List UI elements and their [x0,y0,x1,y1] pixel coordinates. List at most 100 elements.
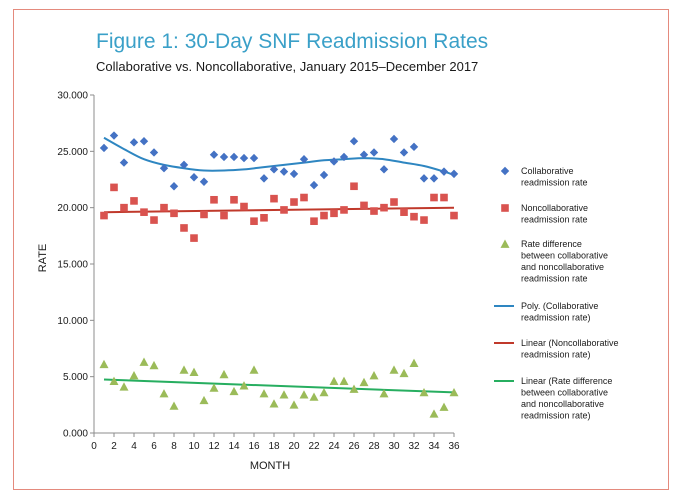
data-point [370,207,378,215]
data-point [130,197,138,205]
data-point [309,180,319,190]
data-point [289,400,299,409]
data-point [350,182,358,191]
data-point [349,136,359,146]
trendline-0 [103,136,455,176]
x-tick-label: 22 [308,441,320,452]
data-point [229,152,239,162]
data-point [119,382,129,391]
data-point [240,202,248,211]
data-point [309,392,319,401]
series-2 [99,357,459,418]
legend-label: Linear (Noncollaborative [521,338,619,348]
data-point [160,203,168,212]
data-point [410,212,418,221]
legend-item: Collaborative readmission rate [500,166,588,188]
data-point [139,357,149,366]
x-tick-label: 2 [111,441,117,452]
data-point [150,216,158,224]
data-point [369,148,379,157]
data-point [219,152,229,162]
legend-item: Poly. (Collaborative readmission rate) [494,301,598,323]
data-point [180,224,188,232]
data-point [349,384,359,393]
data-point [269,399,279,408]
data-point [159,389,169,398]
data-point [359,377,369,387]
data-point [359,150,369,159]
legend-label: Noncollaborative [521,203,588,213]
data-point [439,167,449,176]
data-point [289,169,299,179]
data-point [299,155,309,164]
legend-label: readmission rate [521,274,588,284]
legend-label: readmission rate) [521,411,591,421]
x-tick-label: 20 [288,441,300,452]
data-point [319,170,329,180]
x-tick-label: 34 [428,441,440,452]
data-point [179,160,189,170]
data-point [169,182,179,191]
data-point [169,401,179,410]
data-point [400,208,408,216]
legend-label: and noncollaborative [521,399,604,409]
legend-label: readmission rate [521,215,588,225]
data-point [250,217,258,225]
legend-label: readmission rate [521,178,588,188]
data-point [390,198,398,206]
data-point [419,174,429,183]
x-tick-label: 10 [188,441,200,452]
data-point [329,376,339,385]
data-point [389,134,399,144]
data-point [429,409,439,418]
data-point [339,376,349,385]
data-point [100,211,108,220]
data-point [239,153,249,163]
data-point [109,131,119,140]
data-point [409,142,419,152]
series-1 [100,182,458,242]
x-tick-label: 30 [388,441,400,452]
legend-item: Rate difference between collaborativeand … [500,239,608,284]
data-point [310,217,318,225]
data-point [420,216,428,224]
legend-item: Linear (Rate difference between collabora… [494,376,612,421]
y-tick-label: 5.000 [63,372,88,383]
data-point [279,390,289,399]
data-point [190,234,198,242]
data-point [260,214,268,222]
trendlines [103,136,455,394]
data-point [319,387,329,397]
x-tick-label: 18 [268,441,280,452]
data-point [119,158,129,167]
data-point [360,201,368,210]
x-tick-label: 4 [131,441,137,452]
data-point [230,195,238,204]
data-point [120,203,128,212]
x-tick-label: 14 [228,441,240,452]
legend-label: between collaborative [521,251,608,261]
data-point [389,365,399,374]
data-point [399,368,409,378]
data-point [379,389,389,398]
data-point [399,148,409,157]
x-tick-label: 8 [171,441,177,452]
data-point [159,164,169,173]
y-tick-label: 20.000 [57,203,88,214]
x-tick-label: 16 [248,441,260,452]
data-point [210,195,218,204]
data-point [369,371,379,380]
y-tick-label: 0.000 [63,429,88,440]
data-point [109,376,119,385]
data-point [290,198,298,206]
legend-label: Linear (Rate difference [521,376,612,386]
figure-frame [13,9,669,490]
data-point [239,381,249,390]
data-point [329,157,339,166]
x-tick-label: 0 [91,441,97,452]
y-tick-label: 25.000 [57,147,88,158]
data-point [179,365,189,374]
y-tick-label: 30.000 [57,91,88,102]
data-point [279,167,289,176]
